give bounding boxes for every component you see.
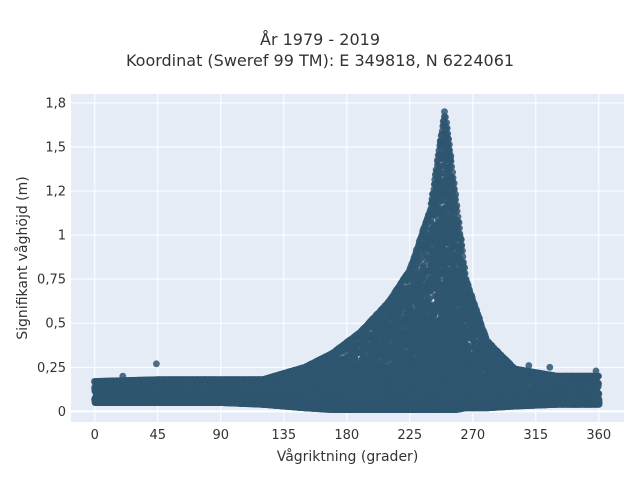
chart-subtitle: Koordinat (Sweref 99 TM): E 349818, N 62…: [125, 51, 515, 70]
data-points: [90, 108, 603, 414]
chart-title: År 1979 - 2019: [260, 30, 380, 49]
